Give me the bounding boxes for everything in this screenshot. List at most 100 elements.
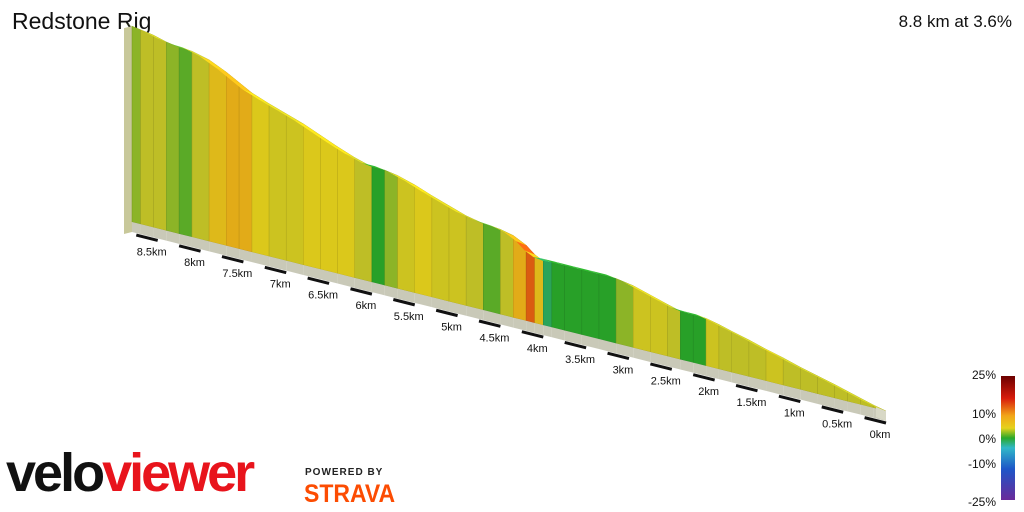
profile-segment — [397, 175, 415, 294]
baseline-band — [435, 308, 458, 318]
profile-segment — [564, 265, 583, 336]
distance-tick-label: 8km — [184, 257, 205, 269]
profile-top-ribbon — [404, 180, 432, 196]
profile-plinth — [680, 359, 694, 373]
profile-plinth — [209, 241, 227, 256]
gradient-legend: 25% 10% 0% -10% -25% — [968, 368, 1015, 509]
profile-segment — [615, 278, 634, 348]
profile-top-ribbon — [344, 153, 372, 167]
profile-top-ribbon — [181, 47, 210, 60]
gradient-legend-bar — [1001, 376, 1015, 500]
profile-top-ribbon — [130, 25, 154, 36]
profile-segment — [320, 134, 338, 274]
distance-tick-label: 4.5km — [479, 332, 509, 344]
profile-top-ribbon — [850, 394, 874, 405]
profile-segment — [667, 303, 681, 360]
profile-top-ribbon — [456, 211, 484, 224]
profile-segment — [191, 50, 210, 242]
profile-plinth — [526, 320, 535, 333]
profile-top-ribbon — [439, 201, 467, 216]
profile-top-ribbon — [293, 119, 321, 136]
profile-baseline — [135, 233, 887, 425]
profile-segment — [692, 314, 707, 367]
profile-top-ribbon — [756, 345, 784, 358]
veloviewer-logo[interactable]: veloviewer — [6, 443, 255, 503]
profile-top-ribbon — [229, 78, 252, 93]
distance-tick-label: 8.5km — [137, 246, 167, 258]
profile-top-ribbon — [143, 31, 167, 42]
profile-top-ribbon — [199, 55, 227, 73]
profile-top-edges — [122, 22, 886, 411]
strava-logo[interactable]: STRAVA — [304, 480, 396, 508]
profile-plinth — [598, 339, 617, 354]
baseline-band — [864, 416, 887, 425]
profile-plinth — [466, 305, 484, 321]
profile-plinth — [303, 264, 321, 280]
profile-top-ribbon — [790, 363, 818, 376]
profile-plinth — [783, 385, 801, 400]
profile-segment — [414, 184, 433, 298]
profile-plinth — [191, 237, 210, 252]
profile-faces — [124, 25, 887, 421]
profile-segment — [268, 103, 287, 261]
profile-top-ribbon — [696, 314, 719, 325]
profile-top-ribbon — [503, 231, 527, 246]
profile-plinth — [564, 330, 582, 345]
baseline-band — [307, 276, 330, 285]
profile-plinth — [354, 277, 372, 293]
profile-segment — [238, 82, 253, 253]
profile-plinth — [860, 404, 874, 418]
profile-top-ribbon — [640, 291, 668, 305]
distance-axis: 0km 0.5km 1km 1.5km 2km 2.5km 3km 3.5km 4km 4.5km… — [137, 246, 891, 441]
baseline-band — [392, 298, 416, 307]
profile-segment — [731, 330, 750, 377]
legend-tick-label: 25% — [972, 368, 996, 382]
profile-top-ribbon — [657, 300, 681, 312]
profile-plinth — [397, 288, 415, 303]
distance-tick-label: 3.5km — [565, 354, 595, 366]
baseline-band — [735, 383, 758, 393]
baseline-band — [821, 405, 844, 414]
powered-by-label: POWERED BY — [305, 467, 384, 478]
distance-tick-label: 7.5km — [222, 268, 252, 280]
profile-plinth — [534, 322, 544, 336]
profile-segment — [705, 317, 720, 370]
profile-segment — [140, 29, 154, 228]
distance-tick-label: 5.5km — [394, 311, 424, 323]
baseline-band — [607, 351, 630, 361]
profile-top-ribbon — [241, 88, 270, 104]
profile-top-ribbon — [721, 327, 749, 340]
profile-top-ribbon — [421, 191, 450, 206]
profile-top-ribbon — [824, 380, 848, 392]
logo-viewer: viewer — [102, 443, 255, 503]
baseline-band — [521, 330, 544, 339]
legend-tick-label: 0% — [979, 432, 997, 446]
profile-plinth — [320, 269, 338, 284]
profile-top-ribbon — [708, 320, 732, 332]
profile-plinth — [179, 233, 192, 248]
profile-top-ribbon — [571, 265, 599, 275]
profile-segment — [765, 348, 784, 386]
profile-plinth — [449, 301, 467, 316]
baseline-band — [264, 265, 287, 275]
profile-plinth — [371, 282, 385, 296]
distance-tick-label: 2.5km — [651, 375, 681, 387]
profile-segment — [303, 123, 321, 270]
baseline-band — [221, 255, 244, 264]
baseline-band — [135, 233, 159, 242]
profile-plinth — [132, 222, 141, 235]
profile-top-ribbon — [259, 99, 287, 114]
profile-plinth — [414, 292, 432, 308]
profile-top-ribbon — [122, 22, 141, 30]
profile-top-ribbon — [837, 387, 861, 399]
profile-top-ribbon — [327, 142, 355, 158]
profile-top-ribbon — [361, 162, 385, 171]
profile-top-ribbon — [310, 131, 338, 147]
profile-plinth — [633, 347, 651, 362]
profile-segment — [131, 25, 141, 225]
profile-segment — [448, 205, 467, 307]
profile-segment — [748, 339, 767, 382]
profile-plinth — [140, 224, 154, 238]
distance-tick-label: 6km — [356, 300, 377, 312]
